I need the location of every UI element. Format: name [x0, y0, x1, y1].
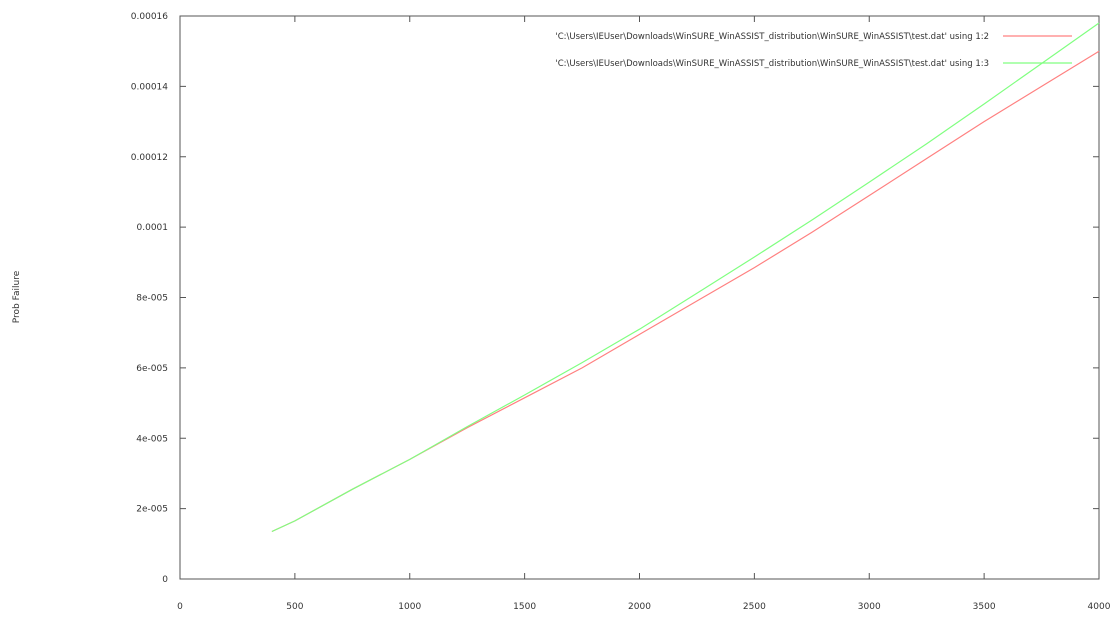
y-tick-label: 2e-005 — [136, 505, 168, 515]
y-tick-label: 0 — [162, 575, 168, 585]
x-tick-label: 3000 — [858, 602, 881, 612]
y-tick-label: 0.00012 — [131, 153, 168, 163]
x-tick-label: 1000 — [398, 602, 421, 612]
x-tick-label: 0 — [177, 602, 183, 612]
x-tick-label: 2500 — [743, 602, 766, 612]
x-tick-label: 1500 — [513, 602, 536, 612]
y-tick-label: 6e-005 — [136, 364, 168, 374]
x-tick-label: 3500 — [973, 602, 996, 612]
y-tick-label: 8e-005 — [136, 294, 168, 304]
y-tick-label: 4e-005 — [136, 434, 168, 444]
y-axis-ticks: 0 2e-005 4e-005 6e-005 8e-005 0.0001 0.00012 0.… — [131, 12, 1099, 585]
x-tick-label: 500 — [286, 602, 303, 612]
y-tick-label: 0.00016 — [131, 12, 168, 22]
series-line-2 — [271, 22, 1100, 533]
x-axis-ticks: 0 500 1000 1500 2000 2500 3000 3500 4000 — [177, 16, 1111, 612]
plot-area-border — [179, 15, 1100, 580]
y-tick-label: 0.0001 — [137, 223, 169, 233]
series-lines — [271, 22, 1100, 533]
x-tick-label: 2000 — [628, 602, 651, 612]
x-tick-label: 4000 — [1088, 602, 1111, 612]
legend-label-2: 'C:\Users\IEUser\Downloads\WinSURE_WinAS… — [555, 59, 989, 69]
y-tick-label: 0.00014 — [131, 82, 168, 92]
legend: 'C:\Users\IEUser\Downloads\WinSURE_WinAS… — [555, 32, 1072, 69]
series-line-1 — [271, 50, 1100, 533]
y-axis-label: Prob Failure — [12, 270, 22, 323]
legend-label-1: 'C:\Users\IEUser\Downloads\WinSURE_WinAS… — [555, 32, 989, 42]
